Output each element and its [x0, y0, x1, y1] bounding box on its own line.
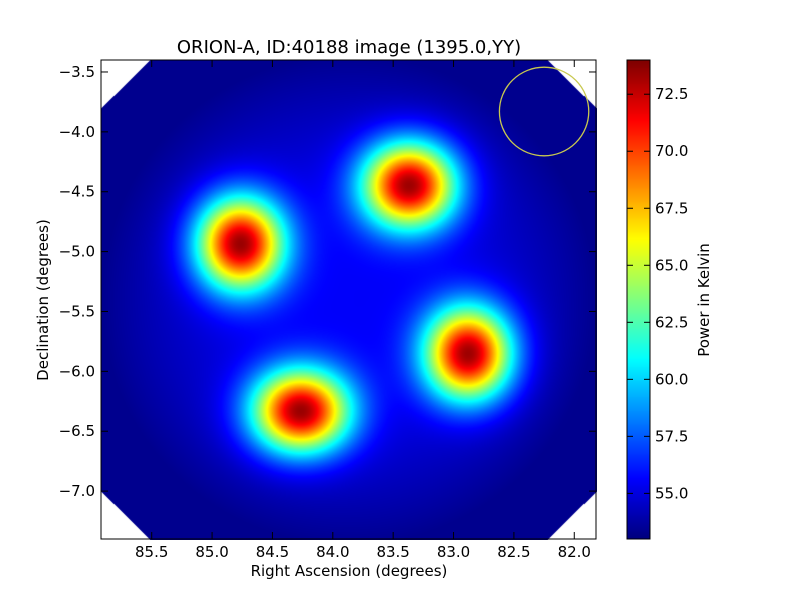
colorbar-tick-label: 72.5	[655, 85, 688, 103]
x-tick-label: 82.0	[558, 543, 591, 561]
y-tick-label: −4.5	[59, 183, 95, 201]
y-tick-label: −6.5	[59, 422, 95, 440]
colorbar-tick-label: 62.5	[655, 313, 688, 331]
x-tick-label: 84.5	[256, 543, 289, 561]
plot-frame	[100, 59, 597, 540]
colorbar-tick-label: 70.0	[655, 142, 688, 160]
plot-decor	[498, 66, 590, 157]
heatmap-image	[101, 60, 597, 540]
x-axis-label: Right Ascension (degrees)	[251, 562, 448, 580]
x-tick-label: 82.5	[497, 543, 530, 561]
chart-title: ORION-A, ID:40188 image (1395.0,YY)	[177, 37, 521, 58]
y-axis-label: Declination (degrees)	[34, 219, 52, 381]
colorbar-tick-label: 57.5	[655, 427, 688, 445]
colorbar-tick-label: 65.0	[655, 256, 688, 274]
colorbar-tick-label: 67.5	[655, 199, 688, 217]
y-tick-label: −4.0	[59, 123, 95, 141]
colorbar-frame	[626, 59, 651, 540]
x-tick-label: 84.0	[316, 543, 349, 561]
colorbar-gradient	[627, 60, 650, 539]
x-tick-label: 85.5	[135, 543, 168, 561]
colorbar-label: Power in Kelvin	[695, 243, 713, 357]
y-tick-label: −5.5	[59, 302, 95, 320]
x-tick-label: 83.0	[437, 543, 470, 561]
colorbar-tick-label: 60.0	[655, 370, 688, 388]
x-tick-label: 85.0	[195, 543, 228, 561]
y-tick-label: −7.0	[59, 482, 95, 500]
x-tick-label: 83.5	[376, 543, 409, 561]
y-tick-label: −3.5	[59, 63, 95, 81]
beam-circle	[498, 66, 590, 157]
colorbar-ticks: 55.0 57.5 60.0 62.5 65.0 67.5 70.0 72.5	[627, 85, 688, 502]
y-tick-label: −6.0	[59, 362, 95, 380]
x-axis-ticks: 85.5 85.0 84.5 84.0 83.5 83.0 82.5 82.0	[135, 60, 591, 561]
colorbar-tick-label: 55.0	[655, 484, 688, 502]
y-axis-ticks: −3.5 −4.0 −4.5 −5.0 −5.5 −6.0 −6.5 −7.0	[59, 63, 596, 500]
y-tick-label: −5.0	[59, 243, 95, 261]
